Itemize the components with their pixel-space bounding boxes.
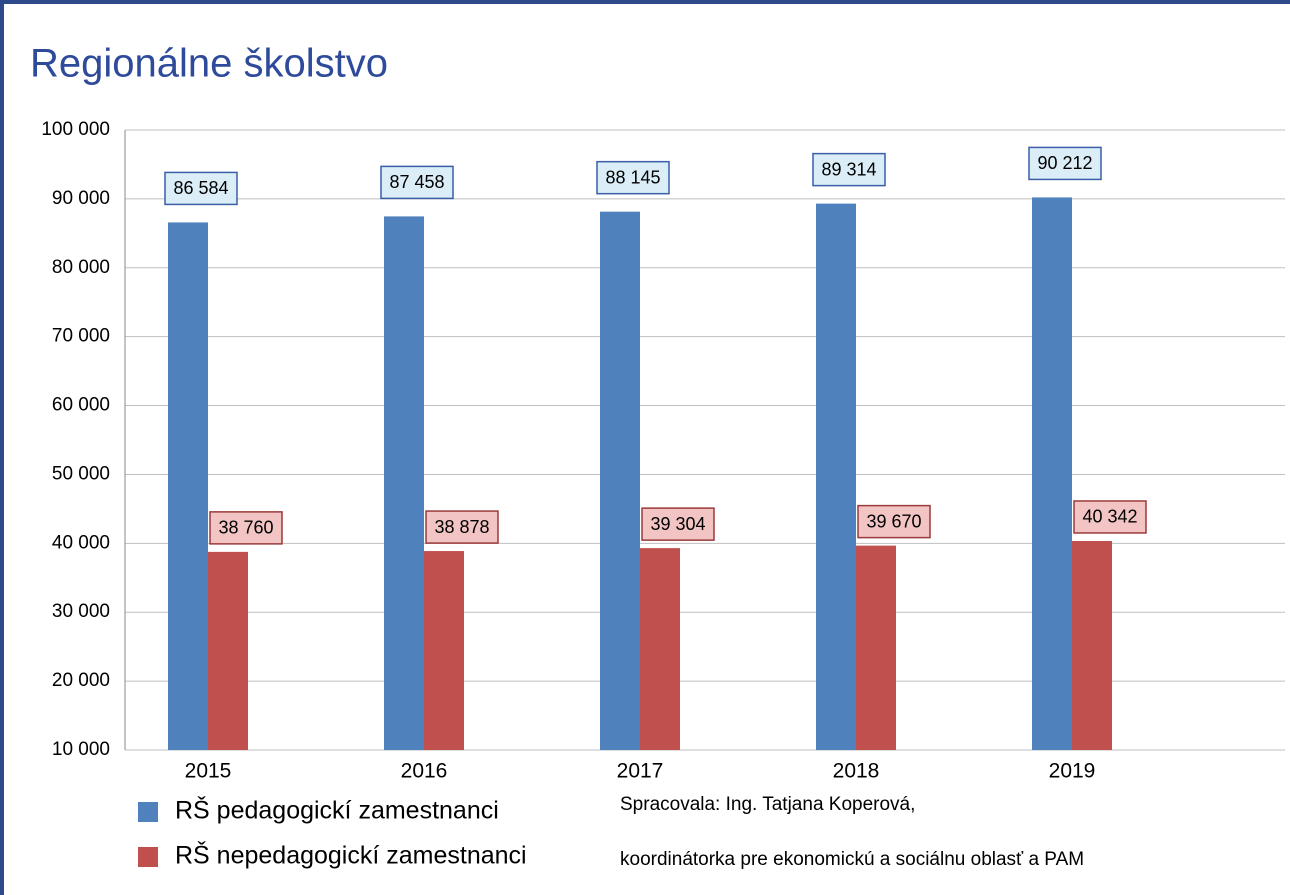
value-label-box [425, 510, 499, 544]
bar [168, 222, 208, 750]
y-tick-label: 60 000 [52, 395, 110, 416]
bar [816, 203, 856, 750]
bar [856, 545, 896, 750]
value-label-box [857, 504, 931, 539]
y-tick-label: 70 000 [52, 326, 110, 347]
legend-label: RŠ pedagogickí zamestnanci [175, 796, 499, 825]
value-label-box [164, 171, 238, 206]
value-label-box [209, 511, 283, 545]
bar [1072, 540, 1112, 750]
legend-swatch [138, 802, 158, 822]
y-tick-label: 30 000 [52, 601, 110, 622]
chart-title: Regionálne školstvo [30, 42, 388, 86]
bar [600, 211, 640, 750]
value-label: 89 314 [821, 159, 876, 179]
x-tick-label: 2017 [617, 760, 664, 783]
bar [424, 551, 464, 750]
value-label: 39 670 [866, 511, 921, 531]
y-tick-label: 100 000 [41, 119, 110, 140]
value-label-box [812, 152, 886, 187]
bar [208, 551, 248, 750]
x-tick-label: 2015 [185, 760, 232, 783]
value-label: 39 304 [650, 514, 705, 534]
annotation: Spracovala: Ing. Tatjana Koperová, [620, 794, 915, 815]
x-tick-label: 2016 [401, 760, 448, 783]
value-label-box [1028, 146, 1102, 181]
annotation: koordinátorka pre ekonomickú a sociálnu … [620, 849, 1084, 870]
y-tick-label: 20 000 [52, 670, 110, 691]
y-tick-label: 90 000 [52, 188, 110, 209]
bar [640, 548, 680, 750]
value-label: 38 760 [218, 518, 273, 538]
legend-swatch [138, 847, 158, 867]
value-label: 88 145 [605, 167, 660, 187]
y-tick-label: 80 000 [52, 257, 110, 278]
value-label: 87 458 [389, 172, 444, 192]
y-tick-label: 50 000 [52, 463, 110, 484]
value-label-box [380, 165, 454, 200]
y-tick-label: 40 000 [52, 532, 110, 553]
value-label-box [1073, 500, 1147, 534]
value-label-box [641, 507, 715, 541]
value-label: 38 878 [434, 517, 489, 537]
x-tick-label: 2018 [833, 760, 880, 783]
value-label: 40 342 [1082, 507, 1137, 527]
legend-label: RŠ nepedagogickí zamestnanci [175, 841, 527, 870]
value-label-box [596, 160, 670, 195]
bar [384, 216, 424, 750]
value-label: 90 212 [1037, 153, 1092, 173]
y-tick-label: 10 000 [52, 739, 110, 760]
bar [1032, 197, 1072, 750]
x-tick-label: 2019 [1049, 760, 1096, 783]
value-label: 86 584 [173, 178, 228, 198]
